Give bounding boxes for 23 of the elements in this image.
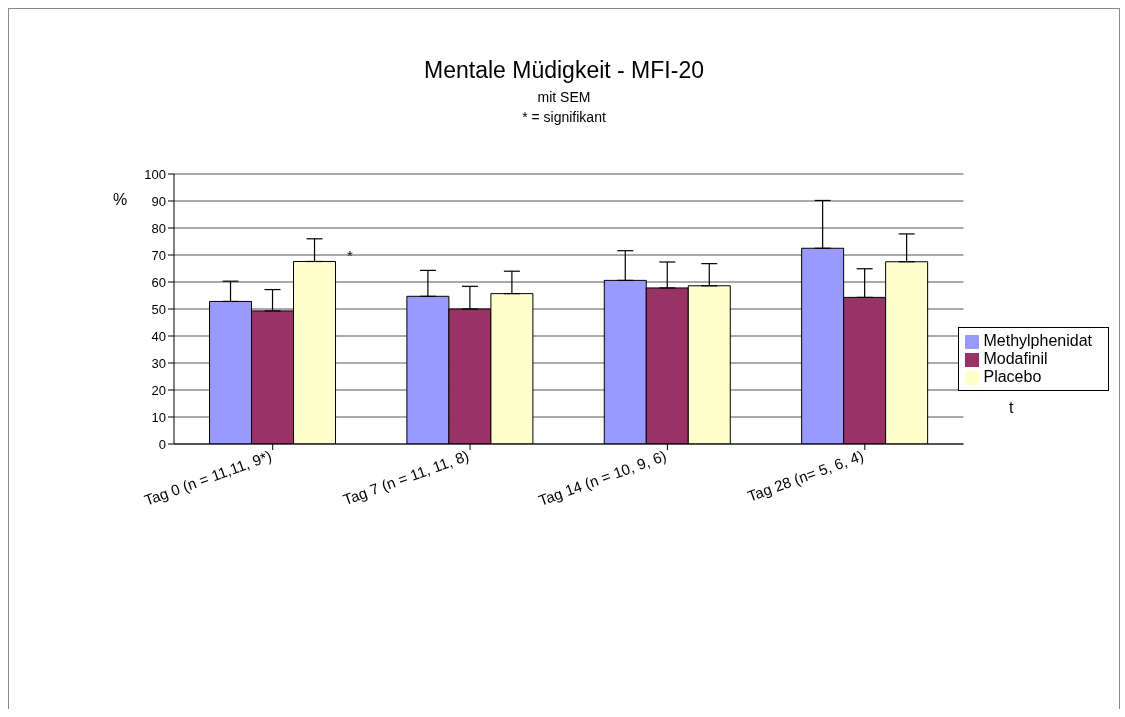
y-tick-label: 80 — [151, 220, 166, 236]
y-tick-label: 60 — [151, 274, 166, 290]
chart-subtitle: mit SEM — [536, 89, 592, 105]
x-tick-label: Tag 28 (n= 5, 6, 4) — [745, 446, 866, 505]
annotation: * — [347, 247, 353, 264]
legend-label: Modafinil — [983, 350, 1048, 367]
legend-label: Placebo — [983, 368, 1042, 385]
y-tick-label: 20 — [151, 382, 166, 398]
y-tick-label: 90 — [151, 193, 166, 209]
y-tick-label: 10 — [151, 409, 166, 425]
y-tick-label: 70 — [151, 247, 166, 263]
y-axis-title: % — [113, 191, 128, 209]
x-tick-label: Tag 14 (n = 10, 9, 6) — [536, 446, 669, 509]
x-tick-label: Tag 7 (n = 11, 11, 8) — [340, 446, 472, 509]
y-tick-label: 50 — [151, 301, 166, 317]
y-tick-label: 30 — [151, 355, 166, 371]
text: * = signifikant — [521, 109, 607, 125]
y-tick-label: 0 — [158, 436, 166, 452]
legend-label: Methylphenidat — [983, 332, 1092, 349]
y-tick-label: 100 — [144, 166, 166, 182]
y-tick-label: 40 — [151, 328, 166, 344]
chart-title: Mentale Müdigkeit - MFI-20 — [423, 57, 705, 84]
x-axis-title: t — [1009, 399, 1014, 417]
